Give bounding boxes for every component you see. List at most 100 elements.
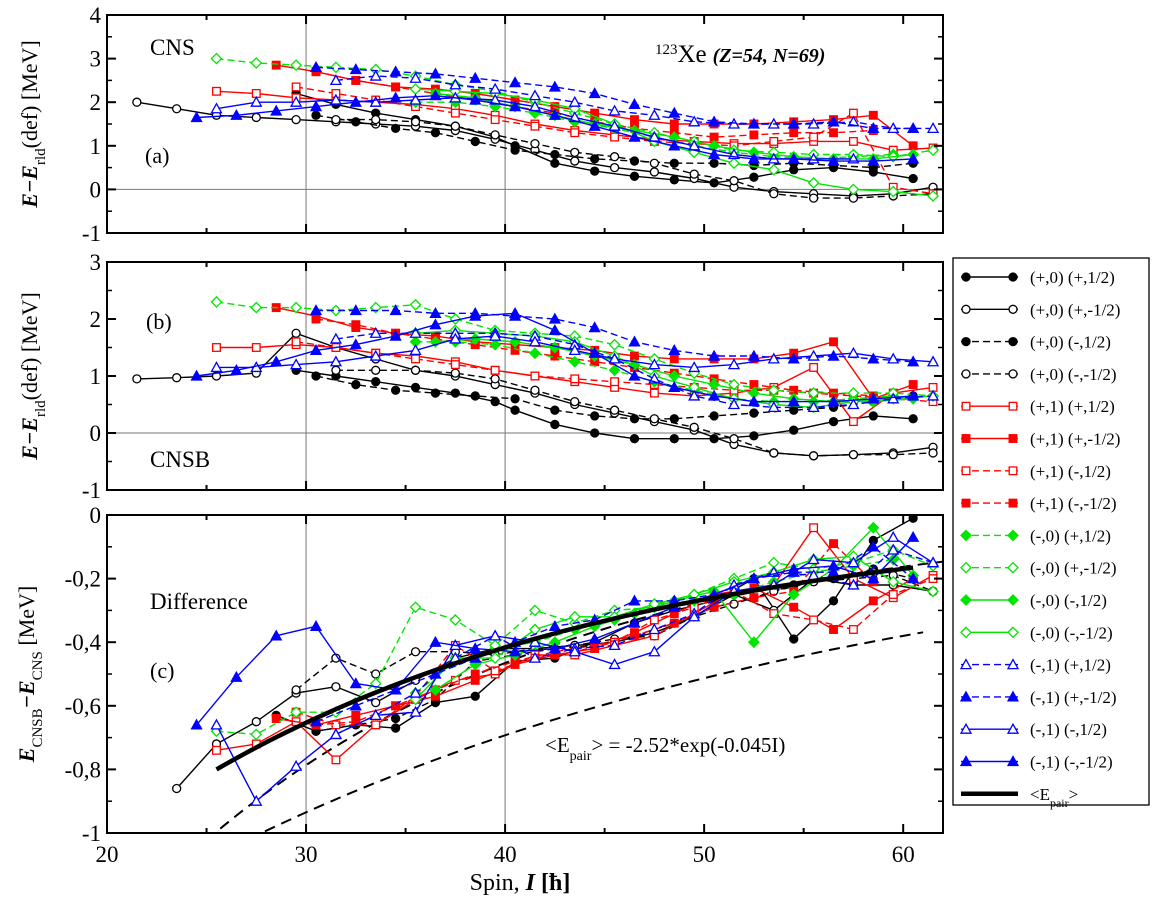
data-point (827, 154, 840, 166)
data-point (132, 374, 142, 384)
data-point (530, 138, 540, 149)
data-point (508, 76, 522, 88)
data-point (230, 108, 243, 120)
data-point (789, 634, 799, 644)
data-point (371, 720, 381, 730)
data-point (590, 411, 600, 421)
data-point (212, 343, 221, 352)
series-14 (309, 60, 920, 134)
data-point (290, 59, 303, 72)
data-point (230, 670, 243, 682)
data-point (888, 590, 898, 599)
legend-marker (960, 529, 972, 542)
data-point (649, 414, 660, 424)
data-point (311, 371, 321, 381)
data-point (769, 448, 779, 458)
data-point (489, 329, 502, 341)
data-point (908, 414, 918, 424)
y-tick-label: 0 (90, 503, 102, 528)
data-point (329, 728, 343, 740)
legend-item: (-,1) (+,1/2) (959, 656, 1111, 675)
data-point (349, 95, 362, 107)
data-point (251, 717, 261, 727)
data-point (331, 114, 341, 125)
data-point (809, 615, 819, 625)
data-point (390, 723, 401, 733)
data-point (550, 419, 560, 430)
data-point (630, 115, 639, 125)
data-point (927, 585, 939, 598)
data-point (409, 686, 422, 698)
data-point (529, 623, 541, 636)
data-point (749, 408, 759, 418)
data-point (928, 448, 938, 458)
data-point (429, 306, 442, 318)
data-point (409, 601, 422, 614)
series-line (315, 318, 874, 397)
legend-marker (960, 594, 972, 606)
data-point (391, 701, 401, 711)
data-point (510, 405, 520, 415)
data-point (926, 355, 940, 367)
data-point (907, 122, 920, 134)
data-point (608, 338, 621, 351)
y-tick-label: -1 (82, 478, 101, 503)
data-point (490, 130, 500, 140)
data-point (629, 171, 640, 181)
data-point (230, 363, 243, 375)
legend-marker (1007, 594, 1019, 606)
legend-marker (1008, 466, 1018, 476)
data-point (608, 364, 621, 377)
data-point (848, 625, 858, 634)
data-point (669, 175, 679, 185)
data-point (389, 65, 402, 77)
series-7 (291, 82, 938, 199)
data-point (528, 335, 542, 347)
data-point (371, 697, 381, 708)
data-point (172, 783, 182, 794)
data-point (470, 136, 480, 147)
data-point (608, 119, 621, 131)
data-point (907, 572, 920, 584)
legend-marker (1008, 434, 1018, 443)
data-point (309, 304, 323, 316)
data-point (291, 337, 301, 347)
data-point (588, 119, 601, 131)
data-point (809, 132, 819, 142)
data-point (867, 122, 880, 134)
nucleus-label: 123Xe (Z=54, N=69) (655, 41, 825, 68)
data-point (351, 75, 361, 85)
data-point (449, 78, 462, 90)
data-point (449, 614, 462, 626)
legend-marker (1006, 658, 1020, 670)
series-line (316, 309, 914, 363)
data-point (590, 154, 600, 164)
svg-text:Spin, I [ħ]: Spin, I [ħ] (470, 870, 571, 896)
data-point (568, 645, 581, 657)
data-point (847, 115, 860, 127)
data-point (747, 117, 761, 129)
data-point (291, 328, 301, 338)
data-point (489, 629, 502, 641)
legend-label: (+,0) (-,1/2) (1030, 333, 1111, 352)
data-point (847, 183, 860, 196)
data-point (331, 755, 341, 765)
legend-marker (1007, 626, 1019, 639)
data-point (508, 100, 522, 112)
data-point (669, 434, 679, 444)
x-tick-label: 20 (96, 842, 119, 867)
data-point (669, 414, 679, 424)
legend-label: (+,0) (+,-1/2) (1030, 300, 1120, 319)
legend-item: (-,0) (-,-1/2) (960, 623, 1113, 642)
legend-label: <Epair> (1030, 785, 1078, 810)
legend-marker (1006, 755, 1020, 767)
data-point (389, 91, 402, 103)
data-point (309, 60, 323, 72)
data-point (271, 714, 281, 723)
legend-marker (1006, 690, 1020, 702)
series-1 (291, 365, 918, 444)
data-point (868, 596, 878, 606)
data-point (409, 71, 422, 83)
data-point (550, 158, 560, 168)
